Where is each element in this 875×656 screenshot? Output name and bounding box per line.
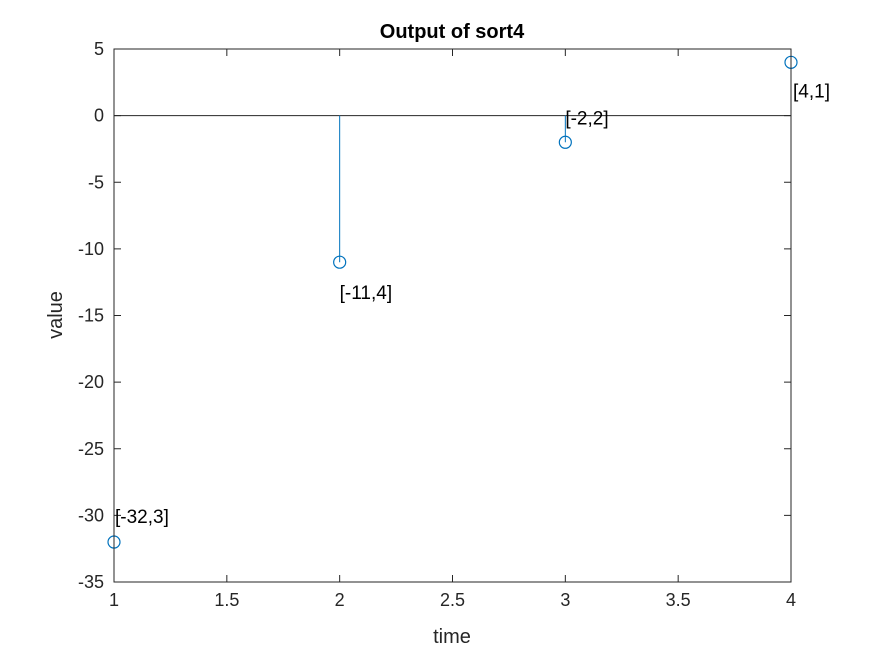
plot-area: [114, 49, 791, 582]
y-axis-label: value: [45, 291, 67, 339]
x-tick-label: 3: [560, 590, 570, 610]
y-tick-label: -30: [78, 505, 104, 525]
data-point-label: [-32,3]: [115, 507, 169, 528]
x-tick-label: 2.5: [440, 590, 465, 610]
y-tick-label: -20: [78, 372, 104, 392]
y-tick-label: -35: [78, 572, 104, 592]
x-axis-label: time: [433, 626, 471, 648]
x-tick-label: 2: [335, 590, 345, 610]
x-tick-label: 3.5: [666, 590, 691, 610]
y-tick-label: 5: [94, 39, 104, 59]
y-tick-label: -25: [78, 439, 104, 459]
y-tick-label: -5: [88, 172, 104, 192]
y-tick-label: -15: [78, 306, 104, 326]
y-tick-label: -10: [78, 239, 104, 259]
x-tick-label: 1.5: [214, 590, 239, 610]
chart-title: Output of sort4: [380, 21, 525, 43]
y-tick-label: 0: [94, 106, 104, 126]
x-tick-label: 1: [109, 590, 119, 610]
x-tick-label: 4: [786, 590, 796, 610]
data-point-label: [-2,2]: [565, 108, 608, 129]
data-point-label: [-11,4]: [340, 283, 392, 304]
stem-marker: [558, 135, 572, 149]
data-point-label: [4,1]: [793, 81, 830, 102]
stem-marker: [333, 255, 347, 269]
